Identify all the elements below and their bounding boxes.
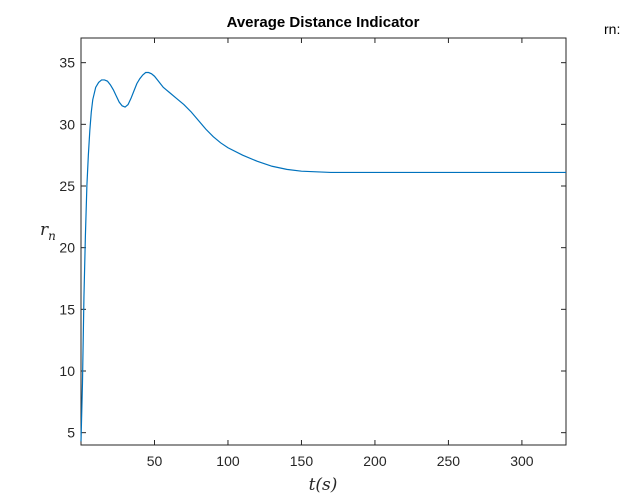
y-axis-label-subscript: n: [48, 229, 56, 243]
y-tick-label: 20: [59, 240, 75, 256]
y-tick-label: 30: [59, 116, 75, 132]
side-label: rn:: [604, 21, 620, 37]
plot-area: [80, 37, 567, 446]
y-tick-label: 35: [59, 55, 75, 71]
x-tick-label: 50: [147, 453, 163, 469]
series-line: [80, 71, 566, 442]
x-axis-label: t(s): [309, 475, 338, 495]
x-tick-label: 300: [510, 453, 534, 469]
axis-ticks: [81, 38, 566, 445]
y-tick-label: 5: [67, 425, 75, 441]
y-tick-label: 10: [59, 363, 75, 379]
y-tick-label: 15: [59, 301, 75, 317]
axis-tick-labels: 50 100 150 200 250 300 5 10 15 20 25 30 35: [59, 55, 533, 469]
chart-title: Average Distance Indicator: [227, 14, 420, 31]
x-tick-label: 100: [216, 453, 240, 469]
x-tick-label: 150: [290, 453, 314, 469]
x-tick-label: 200: [363, 453, 387, 469]
y-axis-label: rn: [40, 220, 56, 243]
x-tick-label: 250: [437, 453, 461, 469]
y-tick-label: 25: [59, 178, 75, 194]
